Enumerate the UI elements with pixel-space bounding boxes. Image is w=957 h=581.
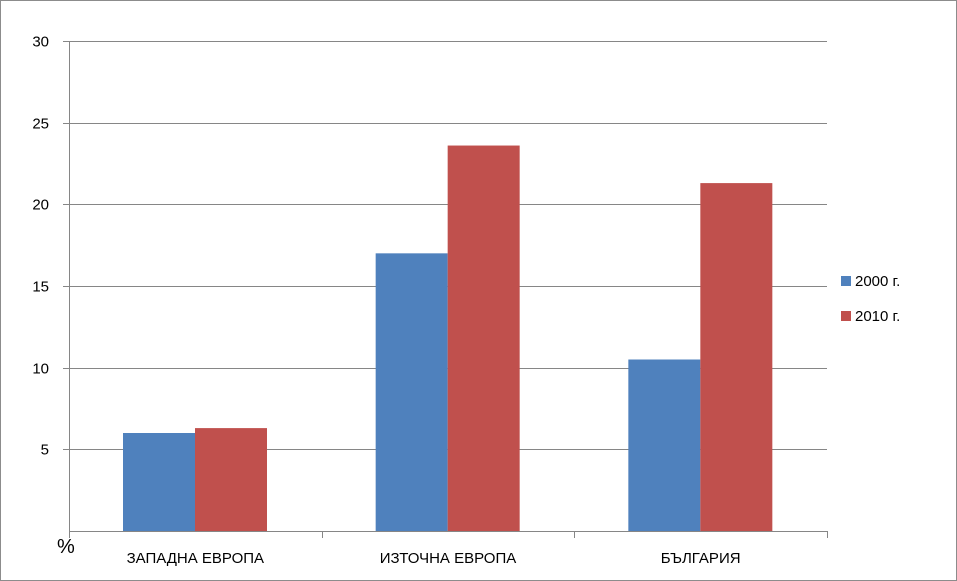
y-tick-label: 30 (32, 34, 49, 51)
x-category-label: ИЗТОЧНА ЕВРОПА (380, 550, 516, 567)
bar-series1 (123, 433, 195, 531)
legend-label: 2000 г. (855, 273, 900, 290)
legend-swatch (841, 276, 851, 286)
y-tick-label: 15 (32, 279, 49, 296)
y-axis-unit-label: % (57, 536, 75, 558)
axis-labels: 5 10 15 20 25 30 ЗАПАДНА ЕВРОПА ИЗТОЧНА ЕВРОПА Б… (32, 34, 740, 568)
y-tick-label: 5 (41, 442, 49, 459)
y-tick-label: 25 (32, 116, 49, 133)
bars (123, 145, 773, 532)
legend: 2000 г. 2010 г. (841, 273, 900, 325)
bar-series1 (375, 253, 448, 532)
x-category-label: БЪЛГАРИЯ (661, 550, 741, 567)
bar-series2 (700, 183, 773, 531)
legend-label: 2010 г. (855, 308, 900, 325)
x-category-label: ЗАПАДНА ЕВРОПА (127, 550, 264, 567)
y-tick-label: 20 (32, 197, 49, 214)
bar-series2 (195, 428, 267, 531)
y-tick-label: 10 (32, 361, 49, 378)
axes (69, 41, 828, 538)
bar-series1 (628, 359, 701, 531)
legend-swatch (841, 311, 851, 321)
bar-series2 (447, 145, 520, 532)
